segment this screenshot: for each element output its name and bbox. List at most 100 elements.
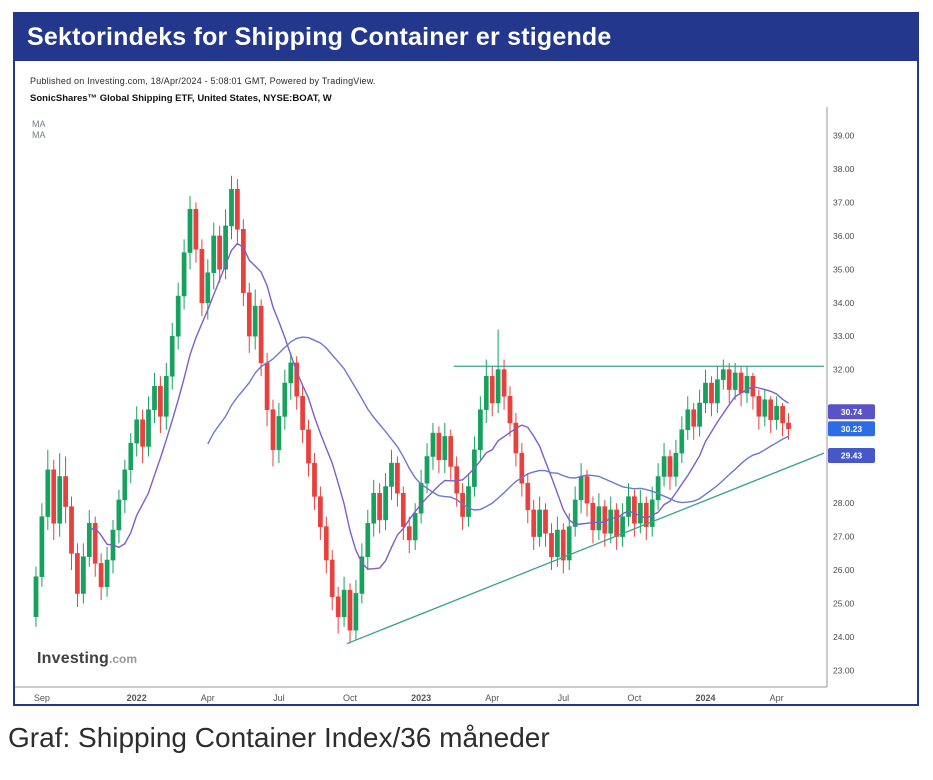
candle <box>229 188 234 227</box>
candle <box>709 382 714 404</box>
candle <box>649 499 655 527</box>
svg-text:34.00: 34.00 <box>833 298 855 308</box>
svg-text:30.23: 30.23 <box>841 424 863 434</box>
candle <box>756 396 762 417</box>
ma-line <box>207 336 789 511</box>
svg-text:26.00: 26.00 <box>833 565 855 575</box>
candle <box>667 456 673 477</box>
candle <box>768 399 774 420</box>
candle <box>478 409 483 451</box>
candle <box>448 436 454 467</box>
candle <box>519 452 525 484</box>
candle <box>495 369 501 404</box>
candle <box>762 399 768 417</box>
candle <box>246 292 252 337</box>
candle <box>294 362 300 397</box>
candle <box>57 476 63 524</box>
candle <box>187 208 193 253</box>
candle <box>140 419 145 447</box>
candle <box>537 509 542 537</box>
ma-label: MA <box>32 130 46 140</box>
candle <box>365 523 371 557</box>
candle <box>270 409 276 451</box>
x-axis-labels: Sep 2022 Apr Jul Oct 2023 Apr Jul Oct 2024 Apr <box>34 693 784 703</box>
logo-suffix: .com <box>109 652 138 666</box>
candle <box>395 462 400 494</box>
candle <box>691 409 697 427</box>
candle <box>116 499 122 531</box>
svg-text:Apr: Apr <box>201 693 215 703</box>
candle <box>359 556 365 594</box>
candle <box>235 188 240 230</box>
candle <box>626 496 631 517</box>
candle <box>406 526 412 541</box>
svg-text:36.00: 36.00 <box>833 231 855 241</box>
candle <box>418 482 424 514</box>
candle <box>489 376 495 404</box>
candle <box>786 422 791 429</box>
candle <box>51 469 57 524</box>
candle <box>715 379 720 404</box>
svg-text:Apr: Apr <box>485 693 499 703</box>
candle <box>661 456 667 477</box>
svg-text:30.74: 30.74 <box>841 407 863 417</box>
candle <box>685 409 691 430</box>
chart-card: Sektorindeks for Shipping Container er s… <box>13 12 919 706</box>
candle <box>134 419 140 444</box>
candle <box>276 416 282 451</box>
candle <box>525 482 531 511</box>
svg-text:2022: 2022 <box>127 693 147 703</box>
candle <box>223 225 228 270</box>
candle <box>774 406 779 420</box>
candle <box>614 509 619 537</box>
candle <box>329 559 335 598</box>
candle <box>163 376 169 417</box>
candle <box>507 396 513 424</box>
candle <box>400 492 406 527</box>
price-label: 30.74 <box>828 404 875 420</box>
svg-text:29.43: 29.43 <box>841 451 863 461</box>
candlestick-chart: 39.00 38.00 37.00 36.00 35.00 34.00 33.00 32.00… <box>15 107 875 703</box>
candle <box>175 295 181 337</box>
candle <box>69 506 74 554</box>
ascending-support <box>346 452 825 645</box>
svg-text:39.00: 39.00 <box>833 131 855 141</box>
candle <box>104 559 110 587</box>
svg-text:25.00: 25.00 <box>833 598 855 608</box>
candle <box>81 556 86 594</box>
candle <box>335 596 341 618</box>
page-title: Sektorindeks for Shipping Container er s… <box>27 23 612 51</box>
symbol-line: SonicShares™ Global Shipping ETF, United… <box>30 93 332 104</box>
y-axis-labels: 39.00 38.00 37.00 36.00 35.00 34.00 33.00 32.00… <box>833 131 855 676</box>
svg-text:38.00: 38.00 <box>833 164 855 174</box>
candle <box>146 409 151 447</box>
candle <box>33 576 39 618</box>
candle <box>679 429 685 454</box>
svg-text:Oct: Oct <box>343 693 358 703</box>
candle <box>732 372 738 390</box>
candle <box>596 506 602 531</box>
candle <box>353 593 359 631</box>
candle <box>501 369 507 397</box>
candle <box>466 486 471 517</box>
candle <box>389 462 394 487</box>
candle <box>590 502 596 531</box>
svg-text:28.00: 28.00 <box>833 498 855 508</box>
svg-text:Apr: Apr <box>770 693 784 703</box>
candle <box>726 369 732 390</box>
candle <box>128 442 134 471</box>
candle <box>412 513 418 541</box>
candle <box>205 272 211 304</box>
candle <box>620 516 625 537</box>
candle <box>720 369 726 380</box>
candle <box>780 406 785 424</box>
candle <box>63 476 68 507</box>
candle <box>643 502 649 527</box>
candle <box>288 362 294 384</box>
svg-text:27.00: 27.00 <box>833 532 855 542</box>
investing-logo: Investing.com <box>37 650 137 668</box>
candle <box>584 476 590 504</box>
candle <box>98 563 104 588</box>
svg-text:Oct: Oct <box>627 693 642 703</box>
